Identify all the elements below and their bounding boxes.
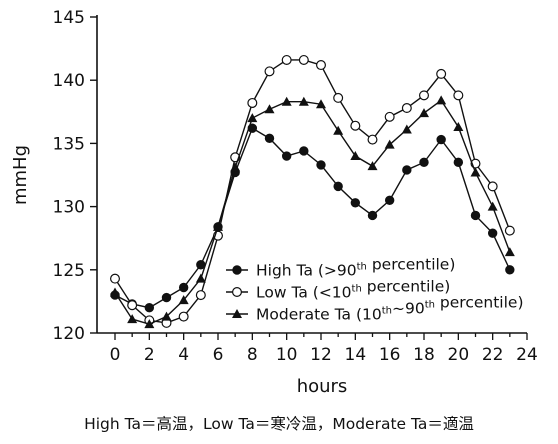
data-point xyxy=(195,290,206,301)
data-point xyxy=(487,201,498,211)
legend-entry: High Ta (>90th percentile) xyxy=(226,256,455,280)
data-point xyxy=(333,92,344,103)
data-point xyxy=(144,303,155,313)
x-tick-label: 2 xyxy=(144,345,155,365)
data-point xyxy=(350,120,361,131)
data-point xyxy=(161,292,172,303)
data-point xyxy=(367,134,378,145)
x-axis-label: hours xyxy=(297,376,348,397)
data-point xyxy=(384,195,395,205)
data-point xyxy=(436,68,447,79)
data-point xyxy=(367,210,378,221)
x-tick-label: 24 xyxy=(516,345,538,365)
x-tick-label: 4 xyxy=(178,345,189,365)
series-line xyxy=(114,127,511,309)
data-point xyxy=(333,125,344,135)
data-point xyxy=(402,165,412,175)
x-tick-label: 18 xyxy=(413,345,435,365)
data-point xyxy=(316,99,326,109)
data-point xyxy=(178,295,189,305)
data-point xyxy=(299,146,309,156)
data-point xyxy=(264,66,275,77)
data-point xyxy=(350,151,361,161)
data-point xyxy=(316,60,327,71)
data-point xyxy=(504,225,515,236)
y-tick-label: 140 xyxy=(53,71,85,91)
data-point xyxy=(213,221,223,231)
x-tick-label: 8 xyxy=(247,345,258,365)
data-point xyxy=(281,54,292,65)
y-axis-label: mmHg xyxy=(10,145,31,205)
data-point xyxy=(453,90,464,101)
y-tick-label: 145 xyxy=(53,8,85,28)
x-tick-label: 6 xyxy=(213,345,224,365)
data-point xyxy=(161,311,172,321)
x-tick-label: 20 xyxy=(448,345,470,365)
data-point xyxy=(487,228,498,238)
x-tick-label: 10 xyxy=(276,345,298,365)
data-point xyxy=(281,96,292,106)
data-point xyxy=(470,167,481,177)
x-tick-label: 14 xyxy=(345,345,367,365)
y-tick-label: 120 xyxy=(53,324,85,344)
data-point xyxy=(504,247,515,257)
legend-entry: Low Ta (<10th percentile) xyxy=(226,278,450,302)
data-point xyxy=(384,139,395,149)
data-point xyxy=(109,273,120,284)
legend-marker xyxy=(232,287,243,298)
data-point xyxy=(178,311,189,322)
legend-marker xyxy=(232,265,242,275)
data-point xyxy=(110,287,120,297)
data-point xyxy=(195,273,206,283)
series-filled-triangle xyxy=(110,95,515,329)
data-point xyxy=(487,181,498,192)
data-point xyxy=(384,111,395,122)
data-point xyxy=(247,113,258,123)
data-point xyxy=(367,161,378,171)
data-point xyxy=(401,124,412,134)
x-tick-label: 12 xyxy=(310,345,332,365)
series-layer xyxy=(109,54,515,329)
data-point xyxy=(419,157,429,168)
data-point xyxy=(453,157,464,168)
legend-label: High Ta (>90th percentile) xyxy=(256,256,455,280)
data-point xyxy=(436,95,447,105)
y-tick-label: 135 xyxy=(53,134,85,154)
legend-label: Moderate Ta (10th~90th percentile) xyxy=(256,294,524,324)
data-point xyxy=(419,90,430,101)
caption: High Ta＝高温，Low Ta＝寒冷温，Moderate Ta＝適温 xyxy=(84,415,474,433)
data-point xyxy=(350,198,361,208)
legend-entry: Moderate Ta (10th~90th percentile) xyxy=(226,294,524,324)
data-point xyxy=(401,103,412,114)
x-tick-label: 22 xyxy=(482,345,504,365)
x-tick-label: 16 xyxy=(379,345,401,365)
data-point xyxy=(470,210,481,221)
data-point xyxy=(453,121,464,131)
data-point xyxy=(298,96,309,106)
data-point xyxy=(230,162,241,172)
data-point xyxy=(281,151,292,161)
series-open-circle xyxy=(109,54,515,328)
data-point xyxy=(419,108,429,118)
data-point xyxy=(127,300,138,311)
data-point xyxy=(333,181,343,192)
legend: High Ta (>90th percentile)Low Ta (<10th … xyxy=(226,256,524,324)
data-point xyxy=(247,97,258,108)
y-tick-label: 130 xyxy=(53,198,85,218)
data-point xyxy=(316,160,326,170)
data-point xyxy=(127,314,138,324)
data-point xyxy=(264,104,275,114)
data-point xyxy=(178,282,189,293)
data-point xyxy=(298,54,309,65)
legend-marker xyxy=(232,309,242,318)
legend-label: Low Ta (<10th percentile) xyxy=(256,278,450,302)
y-tick-label: 125 xyxy=(53,261,85,281)
data-point xyxy=(144,319,155,329)
data-point xyxy=(436,134,446,145)
x-tick-label: 0 xyxy=(110,345,121,365)
data-point xyxy=(264,133,275,144)
data-point xyxy=(505,265,515,275)
